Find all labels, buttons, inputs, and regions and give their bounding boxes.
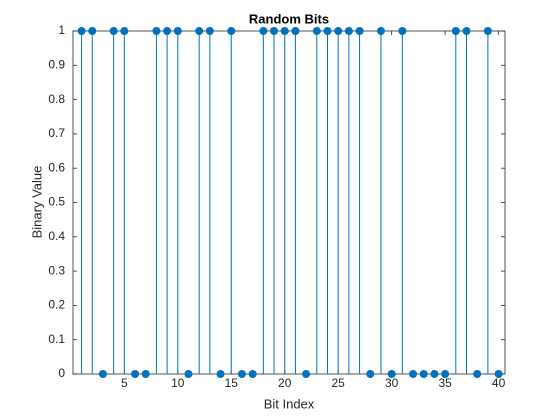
y-tick-label: 0.9 [48, 57, 65, 71]
stem-marker [355, 27, 364, 35]
stem-marker [441, 370, 450, 378]
y-axis-label: Binary Value [29, 166, 44, 239]
stem-marker [387, 370, 396, 378]
stem-marker [184, 370, 193, 378]
stem-marker [451, 27, 460, 35]
stem-marker [109, 27, 118, 35]
x-tick-label: 10 [171, 376, 185, 390]
stem-marker [312, 27, 321, 35]
chart-title: Random Bits [249, 11, 329, 26]
stem-marker [141, 370, 150, 378]
stem-marker [227, 27, 236, 35]
stem-marker [323, 27, 332, 35]
stem-marker [462, 27, 471, 35]
stem-marker [398, 27, 407, 35]
stem-marker [216, 370, 225, 378]
x-tick-label: 5 [121, 376, 128, 390]
stem-marker [152, 27, 161, 35]
y-tick-label: 0.8 [48, 92, 65, 106]
stem-marker [409, 370, 418, 378]
stem-marker [98, 370, 107, 378]
stem-marker [430, 370, 439, 378]
stem-marker [419, 370, 428, 378]
stem-marker [334, 27, 343, 35]
plot-area [72, 30, 506, 375]
y-tick-label: 0.5 [48, 195, 65, 209]
stem-marker [173, 27, 182, 35]
y-tick-label: 0.4 [48, 229, 65, 243]
x-tick-label: 25 [332, 376, 346, 390]
stem-marker [344, 27, 353, 35]
stem-marker [270, 27, 279, 35]
stem-marker [88, 27, 97, 35]
y-tick-label: 0 [58, 366, 65, 380]
x-tick-label: 40 [492, 376, 506, 390]
stem-marker [77, 27, 86, 35]
stem-marker [195, 27, 204, 35]
x-tick-label: 30 [385, 376, 399, 390]
stem-marker [376, 27, 385, 35]
stem-marker [237, 370, 246, 378]
stem-marker [473, 370, 482, 378]
stem-marker [280, 27, 289, 35]
y-tick-label: 0.3 [48, 263, 65, 277]
stem-marker [163, 27, 172, 35]
x-tick-label: 20 [278, 376, 292, 390]
stem-marker [205, 27, 214, 35]
stem-marker [291, 27, 300, 35]
y-tick-label: 0.2 [48, 298, 65, 312]
x-tick-label: 35 [438, 376, 452, 390]
x-axis-label: Bit Index [264, 396, 315, 411]
y-tick-label: 0.1 [48, 332, 65, 346]
stem-marker [483, 27, 492, 35]
x-tick-label: 15 [225, 376, 239, 390]
y-tick-label: 1 [58, 23, 65, 37]
stem-marker [131, 370, 140, 378]
y-tick-label: 0.6 [48, 160, 65, 174]
stem-marker [302, 370, 311, 378]
stem-marker [494, 370, 503, 378]
stem-marker [366, 370, 375, 378]
stem-marker [259, 27, 268, 35]
stem-marker [248, 370, 257, 378]
y-tick-label: 0.7 [48, 126, 65, 140]
stem-marker [120, 27, 129, 35]
